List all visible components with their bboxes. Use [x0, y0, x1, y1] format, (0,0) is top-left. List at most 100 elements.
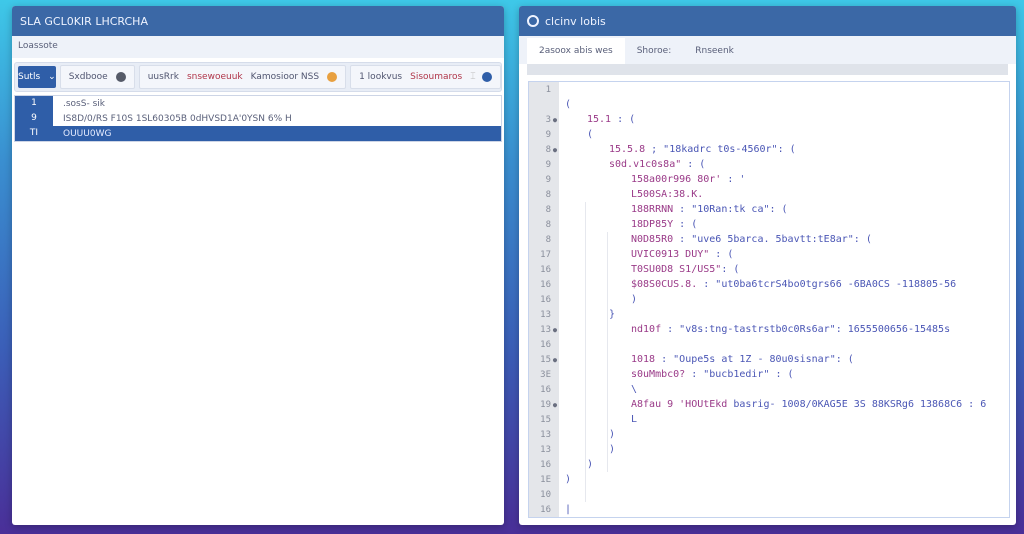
code-key: nd10f: [631, 324, 662, 335]
fold-marker-icon[interactable]: ●: [552, 116, 558, 124]
code-value: (: [587, 129, 594, 140]
help-icon[interactable]: [481, 72, 492, 82]
code-line: 1E): [529, 472, 1009, 487]
fold-marker-icon[interactable]: ●: [552, 401, 558, 409]
settings-icon[interactable]: [115, 72, 126, 82]
code-value: \: [631, 384, 638, 395]
line-number: 1E: [540, 475, 551, 485]
right-title: clcinv lobis: [545, 14, 606, 28]
code-key: L500SA:38.K.: [631, 189, 704, 200]
line-number: 9: [545, 175, 551, 185]
right-window: clcinv lobis 2asoox abis wes Shoroe: Rns…: [519, 6, 1016, 525]
code-value: : "v8s:tng-tastrstb0c0Rs6ar": 1655500656…: [661, 324, 951, 335]
code-line: 16): [529, 457, 1009, 472]
code-key: UVIC0913 DUY": [631, 249, 710, 260]
line-number: 15: [540, 355, 551, 365]
code-line: 13): [529, 427, 1009, 442]
row-number: 9: [15, 111, 53, 126]
line-number: 16: [540, 340, 551, 350]
left-title: SLA GCL0KIR LHCRCHA: [20, 14, 148, 28]
code-line: 16 \: [529, 382, 1009, 397]
line-number: 8: [545, 205, 551, 215]
star-icon[interactable]: [327, 72, 338, 82]
left-subtitle: Loassote: [12, 36, 504, 58]
line-number: 13: [540, 325, 551, 335]
line-number: 8: [545, 190, 551, 200]
line-number: 9: [545, 130, 551, 140]
fold-marker-icon[interactable]: ●: [552, 326, 558, 334]
code-line: 15 ● 1018 : "Oupe5s at 1Z - 80u0sisnar": (: [529, 352, 1009, 367]
left-window: SLA GCL0KIR LHCRCHA Loassote Sutls ⌄ Sxdb…: [12, 6, 504, 525]
code-key: $08S0CUS.8.: [631, 279, 698, 290]
indent-guide: [607, 232, 608, 472]
toolbar-item[interactable]: uusRrk: [147, 72, 179, 82]
code-editor[interactable]: 1(3 ● 15.1 : (9(8 ● 15.5.8 ; "18kadrc t0s-45…: [528, 81, 1010, 518]
toolbar: Sutls ⌄ Sxdbooe uusRrk snsewoeuuk Kamosioor…: [14, 62, 502, 92]
code-line: (: [529, 97, 1009, 112]
code-line: 8 N0D85R0 : "uve6 5barca. 5bavtt:tE8ar": …: [529, 232, 1009, 247]
code-line: 1: [529, 82, 1009, 97]
code-key: 15.1: [587, 114, 612, 125]
line-number: 16: [540, 295, 551, 305]
row-text: .sosS- sik: [63, 98, 105, 109]
code-value: ): [609, 444, 616, 455]
code-key: A8fau 9 'HOUtEkd: [631, 399, 728, 410]
toolbar-item[interactable]: Kamosioor NSS: [250, 72, 320, 82]
code-line: 8 L500SA:38.K.: [529, 187, 1009, 202]
code-value: (: [565, 99, 572, 110]
code-line: 19 ● A8fau 9 'HOUtEkd basrig- 1008/0KAG5E …: [529, 397, 1009, 412]
code-value: : (: [673, 219, 698, 230]
tab-1[interactable]: 2asoox abis wes: [527, 38, 625, 64]
code-value: ): [609, 429, 616, 440]
code-line: 9 158a00r996 80r' : ': [529, 172, 1009, 187]
toolbar-item-alert[interactable]: Sisoumaros: [410, 72, 463, 82]
row-text: OUUU0WG: [63, 128, 112, 139]
list-row[interactable]: 9 IS8D/0/RS F10S 1SL60305B 0dHVSD1A'0YSN …: [15, 111, 501, 126]
toolbar-item[interactable]: Sxdbooe: [68, 72, 108, 82]
code-value: : (: [709, 249, 734, 260]
primary-dropdown-button[interactable]: Sutls ⌄: [18, 66, 56, 88]
code-value: : "ut0ba6tcrS4bo0tgrs66 -6BA0CS -118805-…: [697, 279, 957, 290]
code-value: ; "18kadrc t0s-4560r": (: [645, 144, 796, 155]
code-value: ): [631, 294, 638, 305]
code-value: |: [565, 504, 572, 515]
tab-bar: 2asoox abis wes Shoroe: Rnseenk: [519, 36, 1016, 64]
code-line: 3 ● 15.1 : (: [529, 112, 1009, 127]
code-value: : "Oupe5s at 1Z - 80u0sisnar": (: [655, 354, 854, 365]
toolbar-item[interactable]: 1 lookvus: [359, 72, 403, 82]
result-list: 1 .sosS- sik 9 IS8D/0/RS F10S 1SL60305B 0dH…: [14, 95, 502, 142]
line-number: 16: [540, 265, 551, 275]
tab-2[interactable]: Shoroe:: [636, 46, 672, 56]
line-number: 8: [545, 145, 551, 155]
code-key: 188RRNN: [631, 204, 674, 215]
code-key: 158a00r996 80r': [631, 174, 722, 185]
tab-3[interactable]: Rnseenk: [695, 46, 734, 56]
code-value: L: [631, 414, 638, 425]
code-line: 9(: [529, 127, 1009, 142]
code-value: basrig- 1008/0KAG5E 3S 88KSRg6 13868C6 :…: [727, 399, 987, 410]
code-value: : "uve6 5barca. 5bavtt:tE8ar": (: [673, 234, 872, 245]
line-number: 3: [545, 115, 551, 125]
toolbar-group-2: uusRrk snsewoeuuk Kamosioor NSS: [138, 65, 347, 89]
code-value: : (: [611, 114, 636, 125]
code-line: 8 ● 15.5.8 ; "18kadrc t0s-4560r": (: [529, 142, 1009, 157]
toolbar-item-alert[interactable]: snsewoeuuk: [186, 72, 243, 82]
code-value: ): [587, 459, 594, 470]
code-line: 3E s0uMmbc0? : "bucb1edir" : (: [529, 367, 1009, 382]
list-row[interactable]: 1 .sosS- sik: [15, 96, 501, 111]
fold-marker-icon[interactable]: ●: [552, 146, 558, 154]
code-line: 13 ● nd10f : "v8s:tng-tastrstb0c0Rs6ar": 1…: [529, 322, 1009, 337]
code-line: 10: [529, 487, 1009, 502]
list-row[interactable]: TI OUUU0WG: [15, 126, 501, 141]
code-key: N0D85R0: [631, 234, 674, 245]
code-line: 16 |: [529, 502, 1009, 517]
indent-guide: [585, 202, 586, 502]
line-number: 17: [540, 250, 551, 260]
fold-marker-icon[interactable]: ●: [552, 356, 558, 364]
code-key: 18DP85Y: [631, 219, 674, 230]
code-key: 15.5.8: [609, 144, 646, 155]
code-line: 16 T0SU0D8 S1/US5": (: [529, 262, 1009, 277]
code-line: 13): [529, 442, 1009, 457]
code-key: s0uMmbc0?: [631, 369, 686, 380]
chevron-down-icon: ⌄: [48, 72, 56, 82]
